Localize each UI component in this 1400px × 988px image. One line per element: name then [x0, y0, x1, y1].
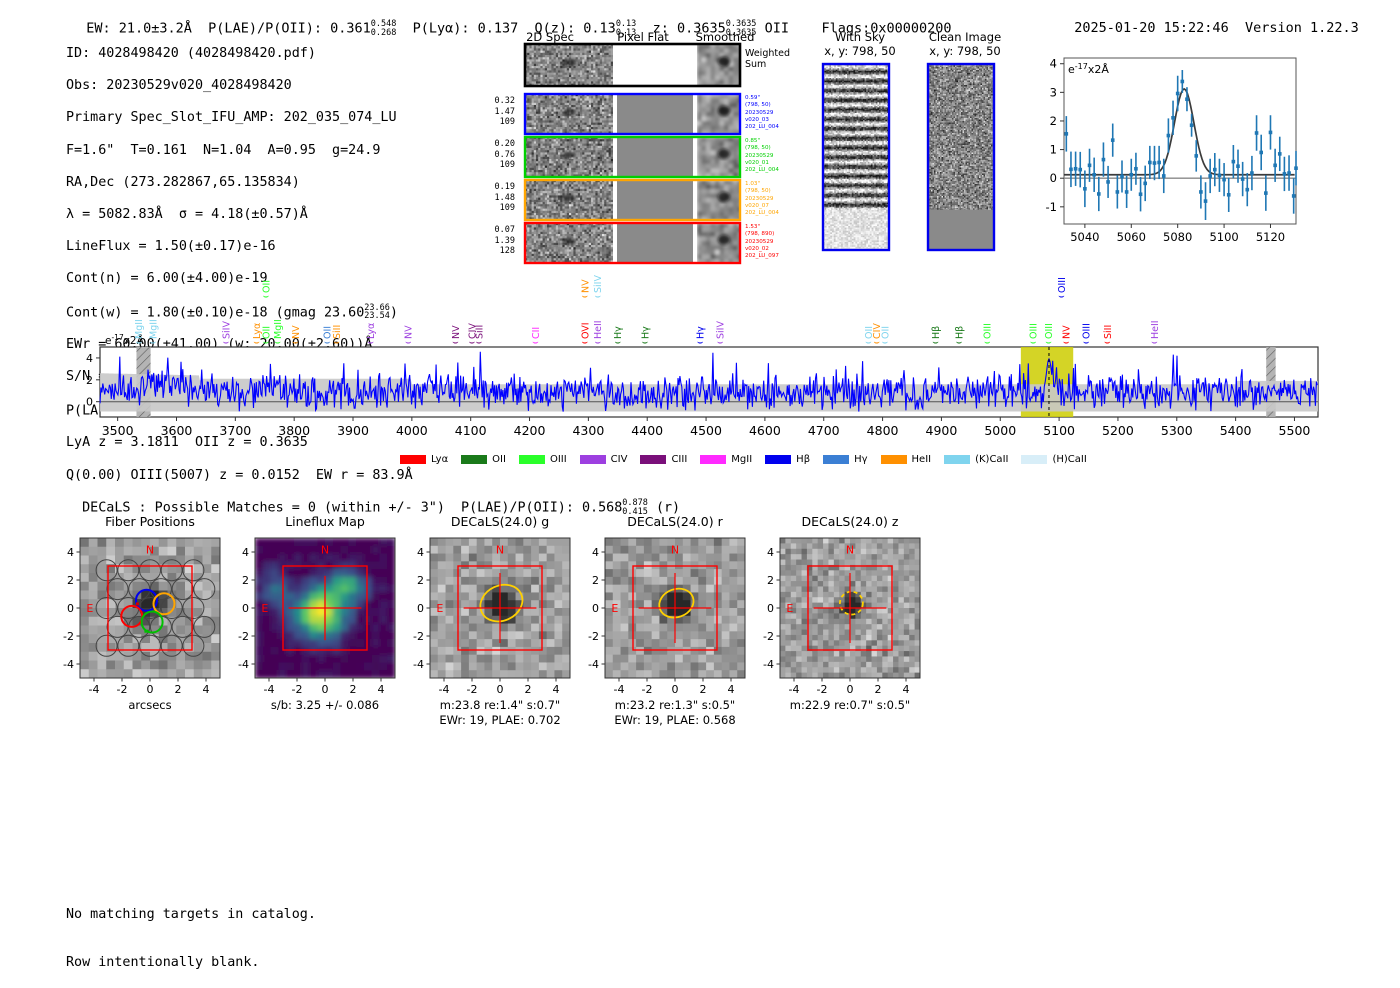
- legend-label: Hβ: [796, 454, 810, 465]
- legend-label: MgII: [731, 454, 752, 465]
- spectrum-legend: Lyα OII OIII CIV CIII MgII Hβ Hγ HeII (K)CaII (H)C…: [400, 449, 1100, 468]
- legend-label: OIII: [550, 454, 567, 465]
- decals-panel-xlabel: s/b: 3.25 +/- 0.086: [225, 698, 425, 712]
- legend-label: (K)CaII: [975, 454, 1008, 465]
- info-radec: RA,Dec (273.282867,65.135834): [66, 175, 413, 191]
- clean-image-title: Clean Image: [920, 30, 1010, 44]
- legend-swatch: [881, 455, 907, 464]
- legend-swatch: [700, 455, 726, 464]
- footer-line2: Row intentionally blank.: [66, 955, 316, 971]
- footer-line1: No matching targets in catalog.: [66, 907, 316, 923]
- sky-panel-with-sky: With Sky x, y: 798, 50: [815, 30, 905, 260]
- legend-swatch: [823, 455, 849, 464]
- decals-panel-sublabel: EWr: 19, PLAE: 0.702: [400, 713, 600, 727]
- legend-label: HeII: [912, 454, 932, 465]
- info-q-oiii: Q(0.00) OIII(5007) z = 0.0152 EW r = 83.…: [66, 468, 413, 484]
- decals-panel-title: DECaLS(24.0) g: [400, 514, 600, 529]
- header-timestamp-version: 2025-01-20 15:22:46 Version 1.22.3: [1058, 4, 1359, 36]
- legend-swatch: [765, 455, 791, 464]
- legend-label: Hγ: [854, 454, 867, 465]
- timestamp: 2025-01-20 15:22:46: [1074, 20, 1228, 36]
- legend-label: OII: [492, 454, 506, 465]
- decals-panel-title: DECaLS(24.0) r: [575, 514, 775, 529]
- info-obs: Obs: 20230529v020_4028498420: [66, 78, 413, 94]
- decals-panel-xlabel: m:23.8 re:1.4" s:0.7": [400, 698, 600, 712]
- decals-panel-title: DECaLS(24.0) z: [750, 514, 950, 529]
- with-sky-subtitle: x, y: 798, 50: [815, 44, 905, 58]
- spec2d-section: 2D Spec Pixel Flat Smoothed Weighted Sum…: [425, 30, 795, 265]
- decals-panel-xlabel: arcsecs: [50, 698, 250, 712]
- info-primary-spec: Primary Spec_Slot_IFU_AMP: 202_035_074_L…: [66, 110, 413, 126]
- legend-label: (H)CaII: [1052, 454, 1086, 465]
- legend-swatch: [944, 455, 970, 464]
- info-lineflux: LineFlux = 1.50(±0.17)e-16: [66, 239, 413, 255]
- decals-panel-title: Lineflux Map: [225, 514, 425, 529]
- legend-swatch: [461, 455, 487, 464]
- clean-image-subtitle: x, y: 798, 50: [920, 44, 1010, 58]
- sky-panel-clean-image: Clean Image x, y: 798, 50: [920, 30, 1010, 260]
- footer-block: No matching targets in catalog. Row inte…: [66, 875, 316, 988]
- legend-swatch: [1021, 455, 1047, 464]
- version-label: Version 1.22.3: [1245, 20, 1359, 36]
- decals-panel-labels: Fiber Positions arcsecs Lineflux Map s/b: 3…: [52, 510, 1052, 720]
- legend-swatch: [519, 455, 545, 464]
- legend-label: CIII: [671, 454, 687, 465]
- legend-label: Lyα: [431, 454, 448, 465]
- info-seeing: F=1.6" T=0.161 N=1.04 A=0.95 g=24.9: [66, 143, 413, 159]
- weighted-sum-label: Weighted Sum: [745, 48, 790, 70]
- decals-panel-sublabel: EWr: 19, PLAE: 0.568: [575, 713, 775, 727]
- info-lambda-sigma: λ = 5082.83Å σ = 4.18(±0.57)Å: [66, 207, 413, 223]
- with-sky-title: With Sky: [815, 30, 905, 44]
- legend-swatch: [640, 455, 666, 464]
- legend-label: CIV: [611, 454, 628, 465]
- info-id: ID: 4028498420 (4028498420.pdf): [66, 46, 413, 62]
- legend-swatch: [580, 455, 606, 464]
- decals-panel-xlabel: m:22.9 re:0.7" s:0.5": [750, 698, 950, 712]
- legend-swatch: [400, 455, 426, 464]
- decals-panel-xlabel: m:23.2 re:1.3" s:0.5": [575, 698, 775, 712]
- decals-panel-title: Fiber Positions: [50, 514, 250, 529]
